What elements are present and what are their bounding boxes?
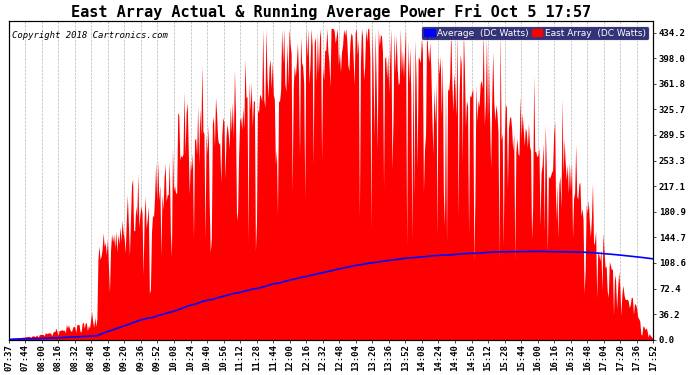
Text: Copyright 2018 Cartronics.com: Copyright 2018 Cartronics.com — [12, 31, 168, 40]
Legend: Average  (DC Watts), East Array  (DC Watts): Average (DC Watts), East Array (DC Watts… — [421, 26, 649, 40]
Title: East Array Actual & Running Average Power Fri Oct 5 17:57: East Array Actual & Running Average Powe… — [71, 4, 591, 20]
